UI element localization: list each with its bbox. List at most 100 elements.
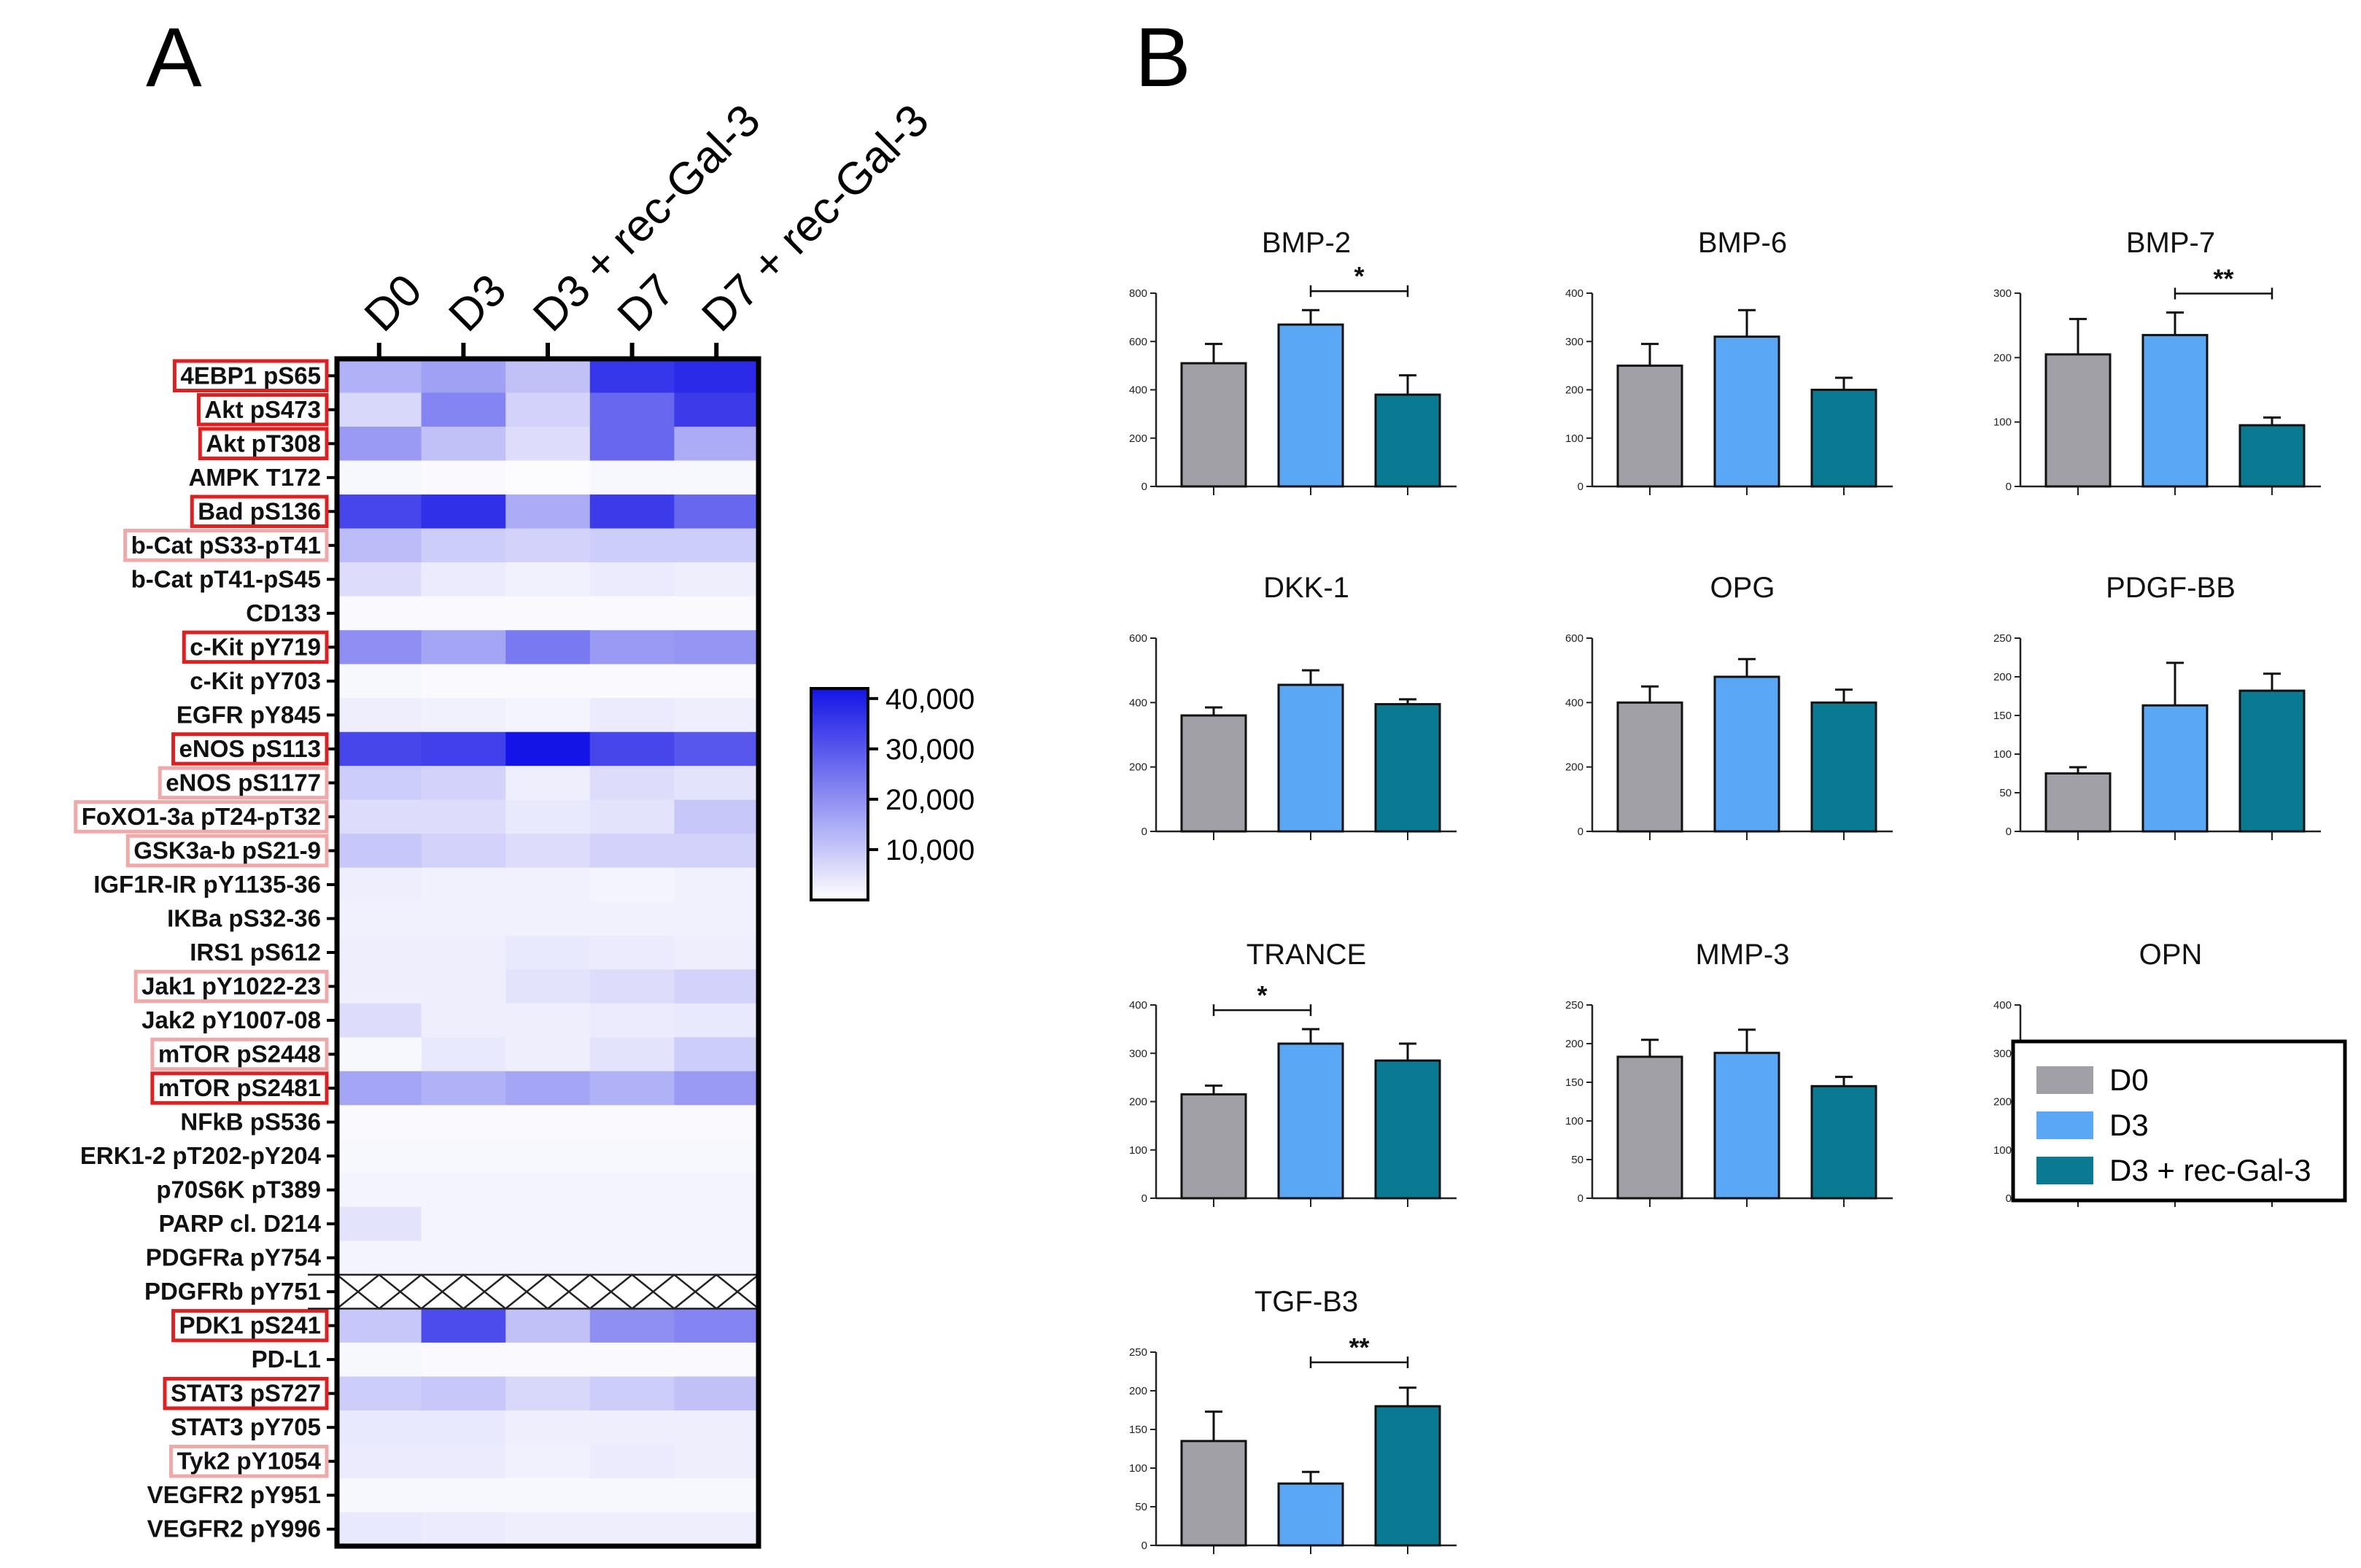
heatmap-cell (505, 867, 591, 902)
heatmap-cell (505, 1037, 591, 1072)
heatmap-cell (589, 460, 675, 495)
heatmap-cell (505, 1308, 591, 1343)
heatmap-cell (589, 799, 675, 834)
heatmap-row-label: ERK1-2 pT202-pY204 (80, 1142, 322, 1169)
bar-subplot-trance: TRANCE 0 100 200 300 400 * (1129, 939, 1457, 1207)
heatmap-cell (505, 528, 591, 563)
bar-d0 (1180, 1093, 1247, 1200)
heatmap-row-label: NFkB pS536 (180, 1109, 321, 1136)
heatmap-row-label: GSK3a-b pS21-9 (133, 837, 321, 863)
bar-chart-legend: D0 D3 D3 + rec-Gal-3 (2011, 1039, 2347, 1203)
subplot-y-tick-label: 0 (2006, 1192, 2012, 1205)
bar-d3-rec-gal-3 (1374, 393, 1441, 488)
heatmap-cell (421, 664, 506, 699)
heatmap-cell (337, 935, 422, 970)
heatmap-cell (674, 528, 759, 563)
heatmap-cell (674, 359, 759, 394)
heatmap-row-label: p70S6K pT389 (156, 1176, 321, 1203)
bar-subplot-pdgf-bb: PDGF-BB 0 50 100 150 200 250 (1993, 572, 2321, 840)
subplot-title: DKK-1 (1263, 572, 1349, 604)
heatmap-cell (674, 1138, 759, 1173)
subplot-title: TGF-B3 (1255, 1286, 1358, 1318)
subplot-y-tick-label: 200 (1993, 671, 2012, 683)
colorbar-tick-label: 10,000 (885, 834, 974, 866)
heatmap-cell (337, 528, 422, 563)
heatmap-cell (505, 359, 591, 394)
heatmap-cell (421, 1342, 506, 1378)
subplot-y-tick-label: 100 (1993, 748, 2012, 761)
heatmap-row-highlight-box (150, 1037, 329, 1071)
subplot-y-tick-label: 100 (1129, 1144, 1147, 1157)
colorbar-tick-label: 30,000 (885, 734, 974, 766)
heatmap-row-label: STAT3 pS727 (171, 1380, 321, 1407)
bar-subplot-opg: OPG 0 200 400 600 (1565, 572, 1893, 840)
heatmap-cell (589, 1105, 675, 1140)
bar-d3 (1277, 323, 1344, 488)
heatmap-cell (505, 1003, 591, 1038)
heatmap-row-label: c-Kit pY703 (190, 667, 321, 694)
subplot-y-tick-label: 200 (1129, 432, 1147, 445)
subplot-y-tick-label: 250 (1993, 632, 2012, 645)
heatmap-cell (505, 901, 591, 936)
heatmap-cell (337, 799, 422, 834)
subplot-y-tick-label: 200 (1129, 1096, 1147, 1109)
bar-d3-rec-gal-3 (2238, 424, 2306, 488)
heatmap-cell (674, 969, 759, 1004)
bar-d0 (1180, 362, 1247, 488)
heatmap-cell (421, 528, 506, 563)
heatmap-cell (589, 1241, 675, 1276)
heatmap-cell (421, 1206, 506, 1241)
heatmap-cell (589, 969, 675, 1004)
subplot-y-tick-label: 800 (1129, 287, 1147, 300)
heatmap-cell (505, 1173, 591, 1208)
heatmap-cell (505, 460, 591, 495)
heatmap-cell (337, 1410, 422, 1445)
heatmap-cell (421, 1512, 506, 1547)
heatmap-cell (589, 664, 675, 699)
heatmap-cell (421, 1274, 506, 1309)
heatmap-cell (337, 494, 422, 529)
heatmap-cell (589, 1444, 675, 1479)
heatmap-cell (589, 1376, 675, 1411)
heatmap-cell (505, 1206, 591, 1241)
heatmap-row-label: mTOR pS2481 (158, 1074, 321, 1101)
heatmap-cell (589, 1037, 675, 1072)
bar-d3-rec-gal-3 (2238, 689, 2306, 833)
bar-d3 (2141, 333, 2209, 488)
heatmap-cell (674, 1173, 759, 1208)
heatmap-cell (337, 1138, 422, 1173)
subplot-y-tick-label: 400 (1565, 287, 1583, 300)
subplot-y-tick-label: 400 (1129, 696, 1147, 709)
heatmap-row-label: VEGFR2 pY951 (147, 1481, 321, 1508)
heatmap-cell (674, 1003, 759, 1038)
subplot-y-tick-label: 400 (1993, 999, 2012, 1012)
heatmap-cell (421, 460, 506, 495)
heatmap-cell (421, 901, 506, 936)
heatmap-cell (674, 935, 759, 970)
heatmap-row-label: PARP cl. D214 (158, 1210, 321, 1237)
heatmap-cell (337, 901, 422, 936)
heatmap-row-highlight-box (163, 1376, 329, 1410)
heatmap-row-label: eNOS pS113 (179, 735, 321, 762)
heatmap-cell (337, 460, 422, 495)
heatmap-cell (505, 1376, 591, 1411)
bar-d3 (2141, 704, 2209, 833)
heatmap-cell (421, 1478, 506, 1513)
heatmap-cell (421, 392, 506, 427)
heatmap-cell (505, 1071, 591, 1106)
heatmap-cell (589, 1512, 675, 1547)
subplot-y-tick-label: 200 (1129, 761, 1147, 774)
heatmap-row-highlight-box (133, 969, 329, 1004)
heatmap-cell (421, 1037, 506, 1072)
subplot-y-tick-label: 400 (1129, 384, 1147, 397)
heatmap-cell (589, 427, 675, 462)
subplot-y-tick-label: 0 (1578, 826, 1583, 838)
heatmap-cell (421, 1376, 506, 1411)
heatmap-cell (337, 969, 422, 1004)
subplot-y-tick-label: 600 (1565, 632, 1583, 645)
bar-d3 (1713, 335, 1780, 488)
heatmap-cell (589, 1071, 675, 1106)
legend-label: D3 (2109, 1108, 2149, 1142)
heatmap-cell (674, 1105, 759, 1140)
